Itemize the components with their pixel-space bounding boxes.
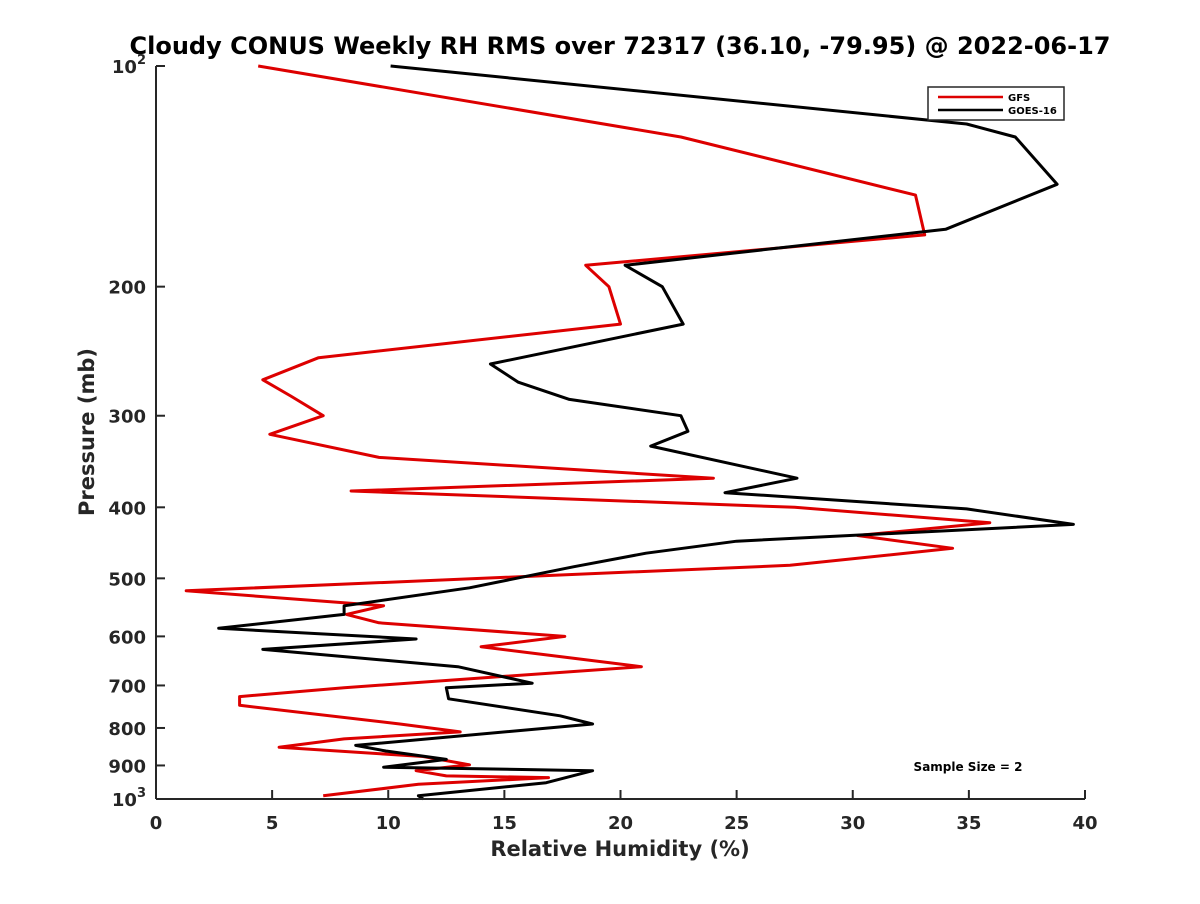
y-tick-label: 800 bbox=[108, 719, 146, 740]
y-tick-label: 103 bbox=[112, 786, 146, 811]
y-tick-label: 900 bbox=[108, 756, 146, 777]
legend-box bbox=[927, 86, 1065, 121]
x-tick-label: 25 bbox=[724, 813, 749, 834]
series-line-goes16 bbox=[217, 64, 1075, 801]
legend-label-goes16: GOES-16 bbox=[1008, 106, 1057, 117]
legend-label-gfs: GFS bbox=[1008, 93, 1030, 104]
y-tick-label: 102 bbox=[112, 53, 146, 78]
x-ticks: 0 5 10 15 20 25 30 35 40 bbox=[150, 790, 1098, 834]
x-tick-label: 0 bbox=[150, 813, 163, 834]
y-tick-label: 500 bbox=[108, 569, 146, 590]
sample-size-annotation: Sample Size = 2 bbox=[914, 760, 1023, 774]
x-tick-label: 5 bbox=[266, 813, 279, 834]
x-tick-label: 35 bbox=[956, 813, 981, 834]
chart-title: Cloudy CONUS Weekly RH RMS over 72317 (3… bbox=[130, 32, 1111, 60]
x-tick-label: 10 bbox=[376, 813, 401, 834]
x-tick-label: 30 bbox=[840, 813, 865, 834]
y-ticks: 102 200 300 400 500 600 700 800 900 103 bbox=[108, 53, 165, 811]
y-axis-label: Pressure (mb) bbox=[75, 348, 99, 516]
y-tick-label: 200 bbox=[108, 278, 146, 299]
x-tick-label: 40 bbox=[1072, 813, 1097, 834]
series-line-gfs bbox=[184, 64, 992, 798]
x-tick-label: 15 bbox=[492, 813, 517, 834]
x-axis-label: Relative Humidity (%) bbox=[490, 837, 749, 861]
x-tick-label: 20 bbox=[608, 813, 633, 834]
legend: GFS GOES-16 bbox=[927, 86, 1065, 121]
y-tick-label: 300 bbox=[108, 407, 146, 428]
y-tick-label: 700 bbox=[108, 676, 146, 697]
series-layer bbox=[184, 64, 1075, 801]
y-tick-label: 600 bbox=[108, 627, 146, 648]
y-tick-label: 400 bbox=[108, 498, 146, 519]
